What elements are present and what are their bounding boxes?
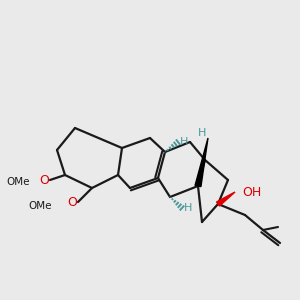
Polygon shape <box>195 138 208 187</box>
Text: OH: OH <box>242 185 261 199</box>
Text: OMe: OMe <box>28 201 52 211</box>
Text: H: H <box>198 128 206 138</box>
Polygon shape <box>217 192 235 206</box>
Text: O: O <box>67 196 77 208</box>
Text: H: H <box>180 137 188 147</box>
Text: OMe: OMe <box>7 177 30 187</box>
Text: O: O <box>39 173 49 187</box>
Text: H: H <box>184 203 192 213</box>
